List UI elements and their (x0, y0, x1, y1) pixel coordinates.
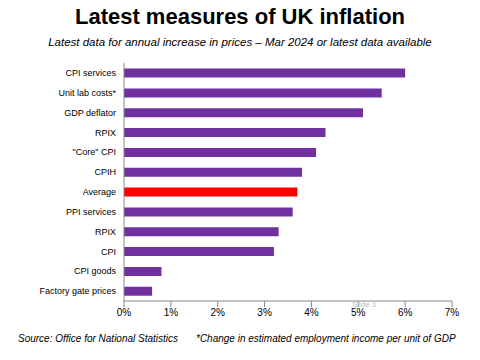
svg-text:PPI services: PPI services (66, 207, 117, 217)
html-text:*Change in estimated employmen: *Change in estimated employment income p… (196, 333, 456, 344)
svg-text:Factory gate prices: Factory gate prices (39, 286, 116, 296)
svg-text:4%: 4% (304, 307, 319, 318)
svg-text:CPI goods: CPI goods (74, 266, 117, 276)
html-text:Slide 1: Slide 1 (352, 300, 377, 309)
html-text:Latest measures of UK inflatio: Latest measures of UK inflation (75, 4, 405, 29)
html-text:Latest data for annual increas: Latest data for annual increase in price… (48, 36, 432, 48)
svg-text:3%: 3% (257, 307, 272, 318)
svg-text:7%: 7% (445, 307, 460, 318)
html-text:Source: Office for National St: Source: Office for National Statistics (18, 333, 179, 344)
svg-text:5%: 5% (351, 307, 366, 319)
svg-text:GDP deflator: GDP deflator (64, 108, 116, 118)
svg-text:6%: 6% (398, 307, 413, 318)
svg-text:CPI services: CPI services (65, 68, 116, 78)
svg-text:CPIH: CPIH (94, 167, 116, 177)
svg-text:0%: 0% (117, 307, 132, 318)
svg-text:Average: Average (83, 187, 116, 197)
svg-text:Unit lab costs*: Unit lab costs* (58, 88, 116, 98)
svg-text:"Core" CPI: "Core" CPI (73, 147, 116, 157)
svg-text:RPIX: RPIX (95, 227, 116, 237)
svg-text:RPIX: RPIX (95, 128, 116, 138)
svg-text:CPI: CPI (101, 247, 116, 257)
svg-text:1%: 1% (164, 307, 179, 318)
svg-text:2%: 2% (210, 307, 225, 318)
